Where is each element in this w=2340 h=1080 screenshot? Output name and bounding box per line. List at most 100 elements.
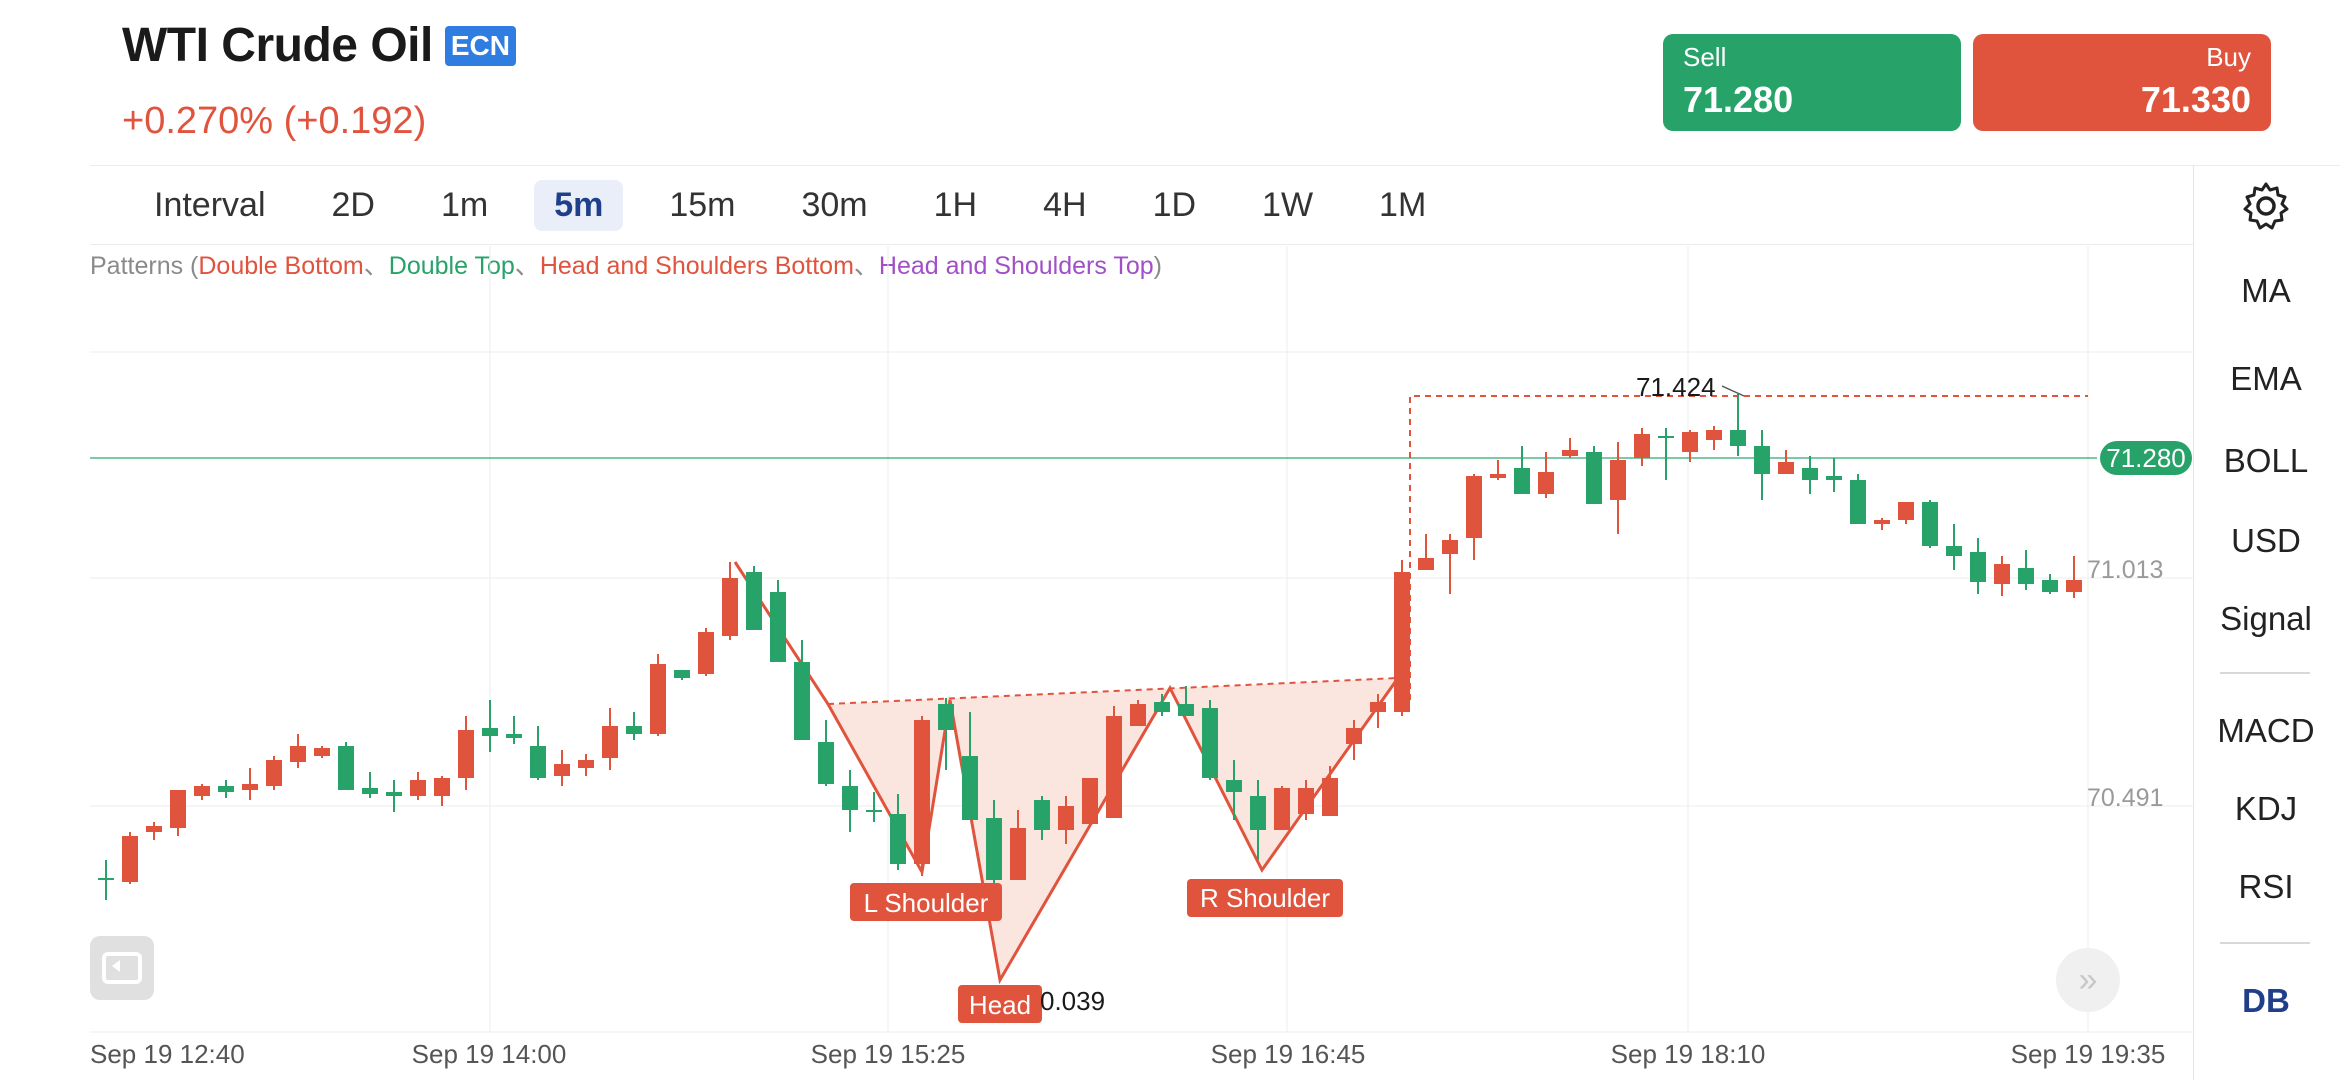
scroll-latest-button[interactable]: » — [2056, 948, 2120, 1012]
x-label-5: Sep 19 18:10 — [1611, 1039, 1766, 1069]
candle-body — [1106, 716, 1122, 818]
patterns-prefix: Patterns ( — [90, 252, 199, 280]
candle-body — [1178, 704, 1194, 716]
interval-30m[interactable]: 30m — [801, 185, 868, 224]
candle-body — [722, 578, 738, 636]
pattern-hs-bottom[interactable]: Head and Shoulders Bottom — [539, 252, 854, 280]
indicator-macd[interactable]: MACD — [2217, 712, 2315, 749]
interval-1h[interactable]: 1H — [933, 185, 978, 224]
indicator-usd[interactable]: USD — [2231, 522, 2301, 559]
indicator-ma[interactable]: MA — [2241, 272, 2291, 309]
chart-reset-button[interactable] — [90, 936, 154, 1000]
pattern-sep-3: 、 — [853, 252, 879, 280]
chart-grid — [90, 246, 2193, 1033]
candle-body — [1850, 480, 1866, 524]
double-chevron-right-icon: » — [2078, 961, 2098, 999]
candle-body — [1826, 476, 1842, 480]
candle-body — [2066, 580, 2082, 592]
candle-body — [650, 664, 666, 734]
candle-body — [434, 778, 450, 796]
indicator-rsi[interactable]: RSI — [2238, 868, 2294, 905]
max-price-label: 71.424 — [1636, 372, 1716, 402]
sidebar-divider-2 — [2220, 942, 2310, 944]
gear-icon[interactable] — [2240, 180, 2292, 232]
interval-bar: Interval 2D 1m 5m 15m 30m 1H 4H 1D 1W 1M — [130, 177, 1472, 233]
sidebar-divider-1 — [2220, 672, 2310, 674]
candle-body — [818, 742, 834, 784]
interval-label: Interval — [154, 185, 266, 224]
chart-top-divider — [90, 244, 2193, 245]
candle-body — [890, 814, 906, 864]
candle-body — [218, 786, 234, 792]
candle-body — [986, 818, 1002, 880]
current-price-text: 71.280 — [2106, 443, 2186, 473]
pattern-sep-2: 、 — [514, 252, 540, 280]
candle-body — [1586, 452, 1602, 504]
interval-15m[interactable]: 15m — [669, 185, 736, 224]
candle-body — [1034, 800, 1050, 830]
buy-price: 71.330 — [2140, 79, 2251, 120]
pattern-hs-top[interactable]: Head and Shoulders Top — [878, 252, 1154, 280]
interval-2d[interactable]: 2D — [331, 185, 375, 224]
candle-body — [1994, 564, 2010, 584]
candle-body — [1754, 446, 1770, 474]
interval-4h[interactable]: 4H — [1043, 185, 1087, 224]
ecn-badge: ECN — [444, 25, 516, 66]
l-shoulder-tag[interactable] — [850, 883, 1002, 921]
candle-body — [1634, 434, 1650, 458]
buy-button[interactable]: Buy 71.330 — [1973, 34, 2271, 131]
pattern-double-top[interactable]: Double Top — [388, 252, 515, 280]
candle-body — [2018, 568, 2034, 584]
candle-body — [1202, 708, 1218, 778]
candle-body — [1514, 468, 1530, 494]
candle-body — [1058, 806, 1074, 830]
candle-body — [98, 878, 114, 880]
candles-group — [98, 394, 2082, 900]
r-shoulder-tag[interactable] — [1187, 879, 1343, 917]
candle-body — [1298, 788, 1314, 814]
hs-zigzag — [733, 561, 1400, 985]
interval-1mo[interactable]: 1M — [1379, 185, 1427, 224]
sell-button[interactable]: Sell 71.280 — [1663, 34, 1961, 131]
header-divider — [90, 165, 2340, 166]
indicator-boll[interactable]: BOLL — [2223, 442, 2309, 479]
pattern-sep-1: 、 — [363, 252, 389, 280]
patterns-suffix: ) — [1153, 252, 1162, 280]
candle-body — [458, 730, 474, 778]
header: WTI Crude Oil ECN +0.270% (+0.192) Sell … — [0, 0, 2340, 165]
price-change: +0.270% (+0.192) — [122, 100, 427, 142]
interval-1m[interactable]: 1m — [440, 185, 489, 224]
head-tag[interactable] — [958, 985, 1042, 1023]
candle-body — [1730, 430, 1746, 446]
candle-body — [362, 788, 378, 794]
candle-body — [1562, 450, 1578, 456]
candle-body — [1874, 520, 1890, 524]
l-shoulder-label: L Shoulder — [864, 888, 989, 918]
candle-body — [122, 836, 138, 882]
indicator-ema[interactable]: EMA — [2230, 360, 2302, 397]
candle-body — [506, 734, 522, 738]
candle-body — [1538, 472, 1554, 494]
head-label: Head — [969, 990, 1031, 1020]
indicator-db[interactable]: DB — [2242, 982, 2290, 1019]
candle-body — [338, 746, 354, 790]
pattern-double-bottom[interactable]: Double Bottom — [198, 252, 364, 280]
candle-body — [866, 810, 882, 812]
candle-body — [602, 726, 618, 758]
candle-body — [626, 726, 642, 734]
candle-body — [578, 760, 594, 768]
interval-1w[interactable]: 1W — [1262, 185, 1314, 224]
indicator-kdj[interactable]: KDJ — [2234, 790, 2298, 827]
candle-body — [698, 632, 714, 674]
interval-1d[interactable]: 1D — [1152, 185, 1197, 224]
candle-body — [386, 792, 402, 796]
candle-body — [1442, 540, 1458, 554]
indicator-signal[interactable]: Signal — [2220, 600, 2312, 637]
candle-body — [962, 756, 978, 820]
candle-body — [1922, 502, 1938, 546]
instrument-title: WTI Crude Oil ECN — [122, 18, 516, 73]
min-price-label: 0.039 — [1040, 986, 1105, 1016]
sell-price: 71.280 — [1683, 79, 1794, 120]
interval-5m[interactable]: 5m — [534, 179, 624, 231]
